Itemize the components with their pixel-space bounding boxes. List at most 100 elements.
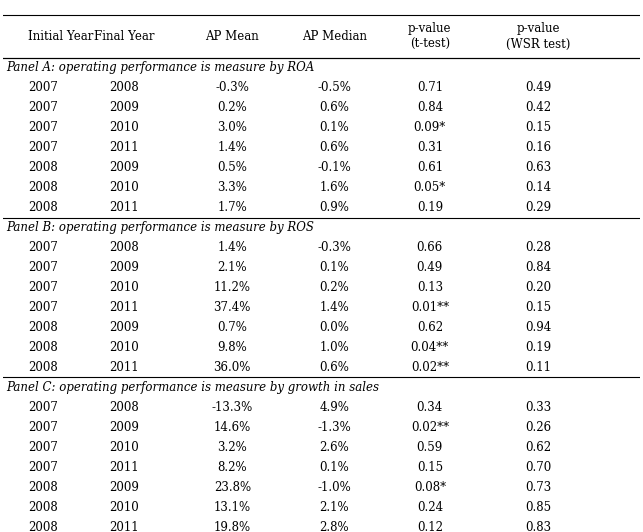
Text: 14.6%: 14.6% xyxy=(213,421,251,434)
Text: 0.6%: 0.6% xyxy=(320,101,349,114)
Text: 0.05*: 0.05* xyxy=(413,181,446,194)
Text: Final Year: Final Year xyxy=(94,30,154,43)
Text: 0.15: 0.15 xyxy=(525,121,551,134)
Text: 2009: 2009 xyxy=(109,321,139,334)
Text: 2009: 2009 xyxy=(109,481,139,494)
Text: p-value
(t-test): p-value (t-test) xyxy=(408,22,451,51)
Text: 2008: 2008 xyxy=(28,161,58,174)
Text: 2010: 2010 xyxy=(109,181,139,194)
Text: 2008: 2008 xyxy=(28,181,58,194)
Text: 2007: 2007 xyxy=(28,121,58,134)
Text: -1.0%: -1.0% xyxy=(318,481,351,494)
Text: -0.5%: -0.5% xyxy=(317,81,351,94)
Text: 0.33: 0.33 xyxy=(525,401,551,414)
Text: -0.3%: -0.3% xyxy=(317,241,351,254)
Text: 36.0%: 36.0% xyxy=(213,361,251,374)
Text: AP Mean: AP Mean xyxy=(205,30,259,43)
Text: -13.3%: -13.3% xyxy=(212,401,253,414)
Text: 0.66: 0.66 xyxy=(417,241,443,254)
Text: Initial Year: Initial Year xyxy=(28,30,94,43)
Text: 2007: 2007 xyxy=(28,401,58,414)
Text: 2010: 2010 xyxy=(109,441,139,454)
Text: 2007: 2007 xyxy=(28,261,58,274)
Text: 0.29: 0.29 xyxy=(525,201,551,214)
Text: 2011: 2011 xyxy=(109,201,139,214)
Text: 2010: 2010 xyxy=(109,121,139,134)
Text: 0.6%: 0.6% xyxy=(320,361,349,374)
Text: 0.62: 0.62 xyxy=(525,441,551,454)
Text: 3.3%: 3.3% xyxy=(217,181,247,194)
Text: Panel B: operating performance is measure by ROS: Panel B: operating performance is measur… xyxy=(6,221,314,234)
Text: 0.0%: 0.0% xyxy=(320,321,349,334)
Text: 2007: 2007 xyxy=(28,101,58,114)
Text: 9.8%: 9.8% xyxy=(217,341,247,354)
Text: 4.9%: 4.9% xyxy=(320,401,349,414)
Text: 11.2%: 11.2% xyxy=(213,281,251,294)
Text: 0.83: 0.83 xyxy=(525,521,551,532)
Text: 2007: 2007 xyxy=(28,81,58,94)
Text: 0.85: 0.85 xyxy=(525,501,551,514)
Text: 3.0%: 3.0% xyxy=(217,121,247,134)
Text: 2007: 2007 xyxy=(28,241,58,254)
Text: Panel C: operating performance is measure by growth in sales: Panel C: operating performance is measur… xyxy=(6,381,379,394)
Text: 2007: 2007 xyxy=(28,461,58,474)
Text: 0.49: 0.49 xyxy=(525,81,551,94)
Text: 0.24: 0.24 xyxy=(417,501,443,514)
Text: 0.11: 0.11 xyxy=(525,361,551,374)
Text: 3.2%: 3.2% xyxy=(217,441,247,454)
Text: 0.1%: 0.1% xyxy=(320,121,349,134)
Text: 2008: 2008 xyxy=(28,201,58,214)
Text: 0.1%: 0.1% xyxy=(320,261,349,274)
Text: 0.01**: 0.01** xyxy=(411,301,449,314)
Text: 0.9%: 0.9% xyxy=(320,201,349,214)
Text: 0.14: 0.14 xyxy=(525,181,551,194)
Text: 0.08*: 0.08* xyxy=(414,481,446,494)
Text: Panel A: operating performance is measure by ROA: Panel A: operating performance is measur… xyxy=(6,61,314,74)
Text: -1.3%: -1.3% xyxy=(318,421,351,434)
Text: 2008: 2008 xyxy=(109,241,139,254)
Text: 0.62: 0.62 xyxy=(417,321,443,334)
Text: 0.28: 0.28 xyxy=(525,241,551,254)
Text: 2008: 2008 xyxy=(28,341,58,354)
Text: 13.1%: 13.1% xyxy=(213,501,251,514)
Text: 2008: 2008 xyxy=(109,81,139,94)
Text: 8.2%: 8.2% xyxy=(217,461,247,474)
Text: 0.16: 0.16 xyxy=(525,141,551,154)
Text: 2010: 2010 xyxy=(109,501,139,514)
Text: 2007: 2007 xyxy=(28,141,58,154)
Text: 2007: 2007 xyxy=(28,281,58,294)
Text: 2010: 2010 xyxy=(109,281,139,294)
Text: 0.1%: 0.1% xyxy=(320,461,349,474)
Text: 0.84: 0.84 xyxy=(525,261,551,274)
Text: 2011: 2011 xyxy=(109,361,139,374)
Text: 2008: 2008 xyxy=(28,501,58,514)
Text: 2008: 2008 xyxy=(28,521,58,532)
Text: 1.7%: 1.7% xyxy=(217,201,247,214)
Text: 1.4%: 1.4% xyxy=(217,241,247,254)
Text: 23.8%: 23.8% xyxy=(213,481,251,494)
Text: 0.42: 0.42 xyxy=(525,101,551,114)
Text: 0.94: 0.94 xyxy=(525,321,551,334)
Text: 0.70: 0.70 xyxy=(525,461,551,474)
Text: 0.20: 0.20 xyxy=(525,281,551,294)
Text: 2007: 2007 xyxy=(28,441,58,454)
Text: 2011: 2011 xyxy=(109,461,139,474)
Text: 0.7%: 0.7% xyxy=(217,321,247,334)
Text: 0.02**: 0.02** xyxy=(411,361,449,374)
Text: 0.26: 0.26 xyxy=(525,421,551,434)
Text: 0.49: 0.49 xyxy=(417,261,443,274)
Text: 0.13: 0.13 xyxy=(417,281,443,294)
Text: 1.6%: 1.6% xyxy=(320,181,349,194)
Text: 0.15: 0.15 xyxy=(525,301,551,314)
Text: 0.84: 0.84 xyxy=(417,101,443,114)
Text: 0.19: 0.19 xyxy=(525,341,551,354)
Text: 2011: 2011 xyxy=(109,521,139,532)
Text: 2.1%: 2.1% xyxy=(217,261,247,274)
Text: 0.63: 0.63 xyxy=(525,161,551,174)
Text: 0.04**: 0.04** xyxy=(411,341,449,354)
Text: 1.0%: 1.0% xyxy=(320,341,349,354)
Text: 2.6%: 2.6% xyxy=(320,441,349,454)
Text: 2007: 2007 xyxy=(28,421,58,434)
Text: 2009: 2009 xyxy=(109,421,139,434)
Text: 0.15: 0.15 xyxy=(417,461,443,474)
